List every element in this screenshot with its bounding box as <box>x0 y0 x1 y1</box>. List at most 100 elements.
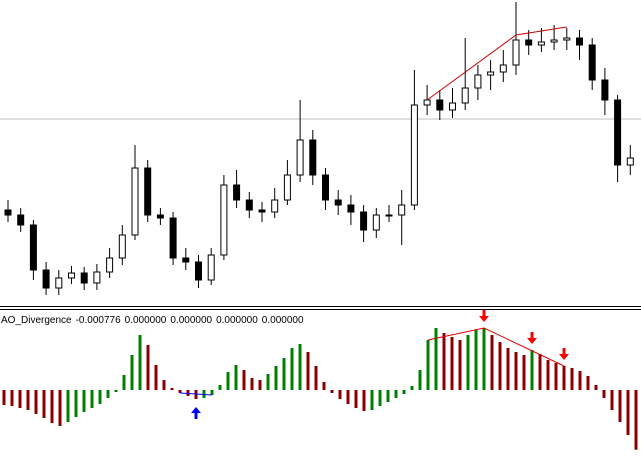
ao-bar <box>490 335 494 390</box>
ao-bar <box>74 390 78 417</box>
ao-bar <box>42 390 46 418</box>
ao-bar <box>114 390 118 392</box>
ao-bar <box>242 370 246 390</box>
candle-body <box>360 211 368 231</box>
candle-body <box>29 224 37 271</box>
candle-body <box>144 167 152 216</box>
ao-bar <box>610 390 614 410</box>
ao-bar <box>122 375 126 390</box>
ao-bar <box>362 390 366 411</box>
candle-body <box>588 44 596 81</box>
ao-bar <box>514 352 518 390</box>
ao-bar <box>618 390 622 422</box>
candle-body <box>474 74 482 89</box>
candle-body <box>68 272 75 279</box>
candle-body <box>347 204 355 213</box>
ao-bar <box>162 380 166 390</box>
candle-body <box>118 234 126 259</box>
ao-bar <box>218 385 222 390</box>
ao-bar <box>50 390 54 423</box>
ao-bar <box>234 365 238 390</box>
ao-bar <box>434 328 438 390</box>
ao-bar <box>322 382 326 390</box>
ao-bar <box>370 390 374 410</box>
candle-body <box>436 99 444 111</box>
candle-body <box>55 277 63 289</box>
ao-bar <box>418 370 422 390</box>
ao-bar <box>626 390 630 435</box>
ao-bar <box>594 385 598 390</box>
ao-bar <box>482 328 486 390</box>
ao-bar <box>178 390 182 393</box>
ao-bar <box>634 390 638 450</box>
ao-bar <box>2 390 6 405</box>
candle-body <box>423 99 431 106</box>
candle-body <box>512 39 520 66</box>
candle-body <box>17 214 25 226</box>
candle-body <box>385 214 393 217</box>
signal-arrow <box>479 310 489 322</box>
ao-bar <box>530 350 534 390</box>
ao-bar <box>578 371 582 390</box>
signal-arrow <box>191 407 201 419</box>
candle-body <box>131 167 139 236</box>
ao-bar <box>402 390 406 394</box>
ao-bar <box>522 355 526 390</box>
ao-bar <box>450 337 454 390</box>
ao-bar <box>474 330 478 390</box>
ao-bar <box>266 374 270 390</box>
ao-bar <box>378 390 382 406</box>
candle-body <box>207 254 215 281</box>
candle-body <box>283 174 291 201</box>
ao-bar <box>426 340 430 390</box>
candle-body <box>220 184 228 256</box>
ao-bar <box>274 366 278 390</box>
candle-body <box>309 139 317 176</box>
candle-body <box>449 102 456 111</box>
ao-bar <box>546 360 550 390</box>
ao-bar <box>330 390 334 393</box>
candle-body <box>106 257 114 273</box>
ao-bar <box>586 376 590 390</box>
ao-bar <box>506 348 510 390</box>
signal-arrow <box>527 332 537 344</box>
candle-body <box>487 71 495 76</box>
ao-bar <box>130 355 134 390</box>
indicator-legend: AO_Divergence -0.000776 0.000000 0.000000 0.… <box>1 315 304 326</box>
ao-bar <box>314 366 318 390</box>
candle-body <box>258 209 266 213</box>
ao-bar <box>250 378 254 390</box>
ao-bar <box>386 390 390 402</box>
indicator-readout: -0.000776 <box>76 315 121 326</box>
candle-body <box>563 37 571 41</box>
indicator-readout: 0.000000 <box>216 315 258 326</box>
ao-bar <box>58 390 62 426</box>
ao-bar <box>210 390 214 395</box>
ao-bar <box>346 390 350 404</box>
candle-body <box>372 214 380 231</box>
ao-bar <box>18 390 22 408</box>
candle-body <box>156 214 164 219</box>
candle-body <box>182 257 190 263</box>
ao-bar <box>106 390 110 398</box>
ao-bar <box>26 390 30 410</box>
candle-body <box>42 269 50 289</box>
ao-bar <box>466 335 470 390</box>
ao-bar <box>538 354 542 390</box>
candle-body <box>626 157 634 166</box>
ao-bar <box>170 388 174 390</box>
candle-body <box>4 209 12 216</box>
ao-bar <box>338 390 342 399</box>
divergence-line <box>427 327 565 367</box>
ao-bar <box>226 372 230 390</box>
candle-body <box>525 39 533 46</box>
candle-body <box>271 199 279 213</box>
ao-bar <box>146 345 150 390</box>
candle-body <box>233 184 241 201</box>
ao-bar <box>394 390 398 398</box>
candle-body <box>93 271 101 284</box>
candle-body <box>195 261 202 281</box>
candle-body <box>398 204 406 216</box>
